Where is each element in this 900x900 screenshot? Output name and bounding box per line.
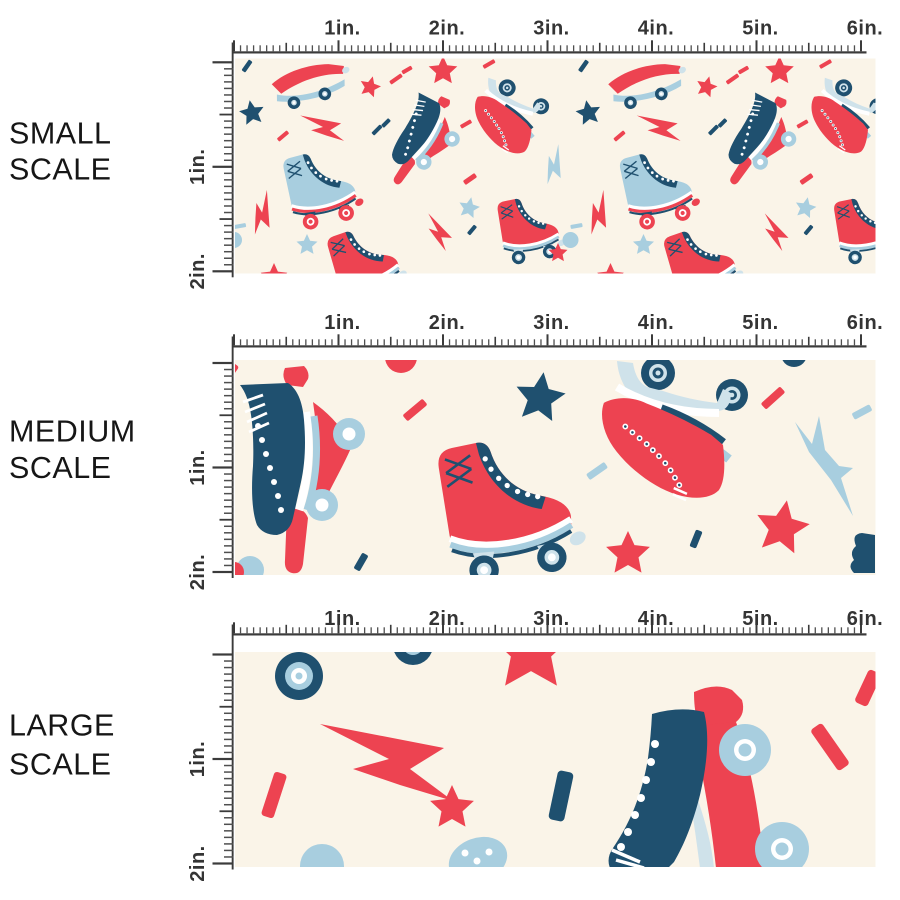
svg-text:SCALE: SCALE [9, 451, 112, 485]
svg-text:2in.: 2in. [429, 18, 465, 40]
svg-text:2in.: 2in. [187, 253, 209, 289]
svg-text:1in.: 1in. [187, 149, 209, 185]
svg-text:3in.: 3in. [533, 312, 569, 334]
svg-text:5in.: 5in. [742, 18, 778, 40]
svg-text:2in.: 2in. [429, 312, 465, 334]
svg-text:MEDIUM: MEDIUM [9, 415, 136, 449]
svg-text:2in.: 2in. [187, 554, 209, 590]
svg-text:1in.: 1in. [324, 312, 360, 334]
svg-text:6in.: 6in. [847, 312, 883, 334]
svg-text:1in.: 1in. [187, 449, 209, 485]
svg-text:2in.: 2in. [429, 608, 465, 630]
svg-text:LARGE: LARGE [9, 709, 115, 743]
svg-text:3in.: 3in. [533, 608, 569, 630]
svg-text:SCALE: SCALE [9, 748, 112, 782]
svg-text:5in.: 5in. [742, 608, 778, 630]
svg-text:SMALL: SMALL [9, 117, 112, 151]
svg-text:1in.: 1in. [324, 608, 360, 630]
svg-text:1in.: 1in. [187, 741, 209, 777]
svg-text:3in.: 3in. [533, 18, 569, 40]
svg-text:2in.: 2in. [187, 845, 209, 881]
svg-text:4in.: 4in. [638, 608, 674, 630]
svg-text:1in.: 1in. [324, 18, 360, 40]
svg-text:6in.: 6in. [847, 18, 883, 40]
svg-text:6in.: 6in. [847, 608, 883, 630]
svg-text:4in.: 4in. [638, 18, 674, 40]
svg-text:4in.: 4in. [638, 312, 674, 334]
svg-text:SCALE: SCALE [9, 153, 112, 187]
svg-text:5in.: 5in. [742, 312, 778, 334]
